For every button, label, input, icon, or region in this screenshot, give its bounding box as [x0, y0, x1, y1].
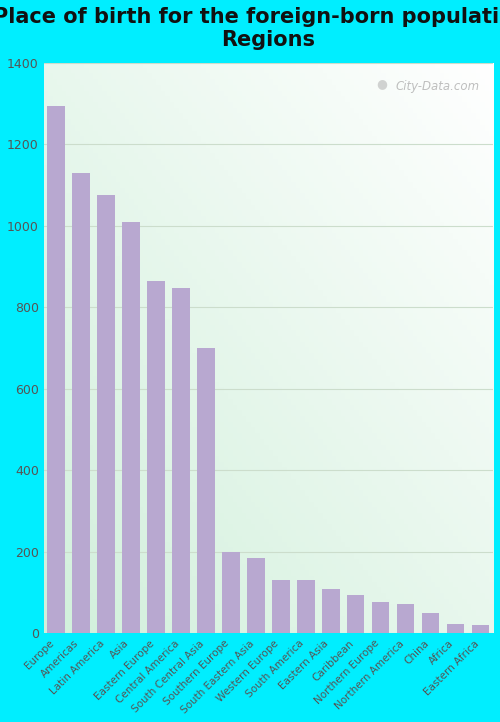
Text: ●: ●	[376, 77, 387, 90]
Bar	[297, 580, 314, 633]
Bar	[472, 625, 490, 633]
Bar	[48, 105, 65, 633]
Bar	[422, 613, 440, 633]
Bar	[172, 288, 190, 633]
Text: City-Data.com: City-Data.com	[396, 80, 479, 93]
Bar	[347, 595, 364, 633]
Bar	[72, 173, 90, 633]
Bar	[397, 604, 414, 633]
Bar	[98, 195, 115, 633]
Bar	[197, 348, 214, 633]
Bar	[322, 588, 340, 633]
Bar	[247, 558, 264, 633]
Bar	[148, 281, 165, 633]
Bar	[122, 222, 140, 633]
Bar	[222, 552, 240, 633]
Title: Place of birth for the foreign-born population -
Regions: Place of birth for the foreign-born popu…	[0, 7, 500, 50]
Bar	[272, 580, 289, 633]
Bar	[447, 625, 464, 633]
Bar	[372, 601, 390, 633]
